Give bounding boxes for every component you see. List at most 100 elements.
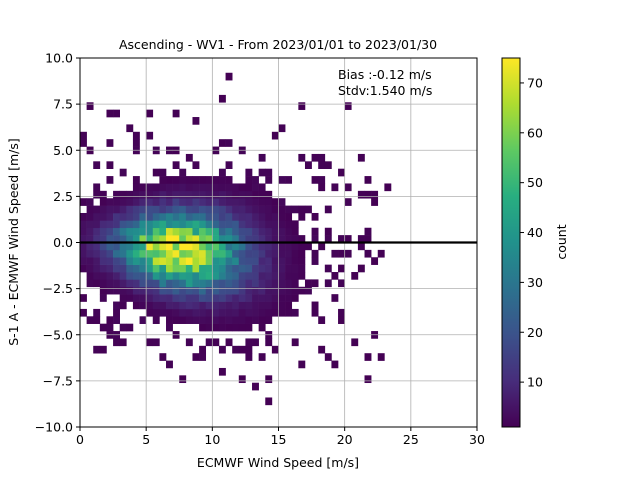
heatmap-cell xyxy=(311,279,319,288)
heatmap-cell xyxy=(364,249,372,258)
heatmap-cell xyxy=(152,227,160,236)
x-axis-ticks: 0 5 10 15 20 25 30 xyxy=(76,427,485,447)
heatmap-cell xyxy=(192,249,200,258)
heatmap-cell xyxy=(252,308,259,317)
heatmap-cell xyxy=(199,176,207,184)
heatmap-cell xyxy=(126,286,134,295)
heatmap-cell xyxy=(205,212,213,221)
heatmap-cell xyxy=(252,198,259,206)
heatmap-cell xyxy=(278,294,286,302)
heatmap-cell xyxy=(265,176,273,184)
heatmap-cell xyxy=(351,272,359,280)
heatmap-cell xyxy=(80,257,87,265)
x-tick-label: 15 xyxy=(271,432,287,447)
heatmap-cell xyxy=(212,257,220,265)
heatmap-cell xyxy=(265,286,273,295)
heatmap-cell xyxy=(99,272,107,280)
heatmap-cell xyxy=(311,212,319,221)
heatmap-cell xyxy=(139,257,147,265)
heatmap-cell xyxy=(93,205,101,214)
heatmap-cell xyxy=(185,249,193,258)
heatmap-cell xyxy=(106,279,114,288)
heatmap-cell xyxy=(185,308,193,317)
heatmap-cell xyxy=(271,257,279,265)
heatmap-cell xyxy=(146,264,154,273)
heatmap-cell xyxy=(159,279,167,288)
heatmap-cell xyxy=(132,139,140,147)
heatmap-cell xyxy=(152,168,160,177)
heatmap-cell xyxy=(199,301,207,310)
heatmap-cell xyxy=(80,308,87,317)
heatmap-cell xyxy=(232,286,240,295)
heatmap-cell xyxy=(152,279,160,288)
heatmap-cell xyxy=(80,235,87,243)
heatmap-cell xyxy=(113,338,120,347)
heatmap-cell xyxy=(265,227,273,236)
heatmap-cell xyxy=(159,176,167,184)
heatmap-cell xyxy=(291,257,299,265)
heatmap-cell xyxy=(172,205,180,214)
heatmap-cell xyxy=(113,190,120,199)
heatmap-cell xyxy=(172,242,180,251)
heatmap-cell xyxy=(185,183,193,192)
heatmap-cell xyxy=(252,294,259,302)
heatmap-cell xyxy=(245,198,253,206)
heatmap-cell xyxy=(258,153,266,162)
heatmap-cell xyxy=(166,316,173,324)
heatmap-cell xyxy=(338,279,345,288)
heatmap-cell xyxy=(357,153,365,162)
heatmap-cell xyxy=(311,301,319,310)
heatmap-cell xyxy=(99,212,107,221)
heatmap-cell xyxy=(146,301,154,310)
heatmap-cell xyxy=(80,131,87,140)
heatmap-cell xyxy=(146,109,154,118)
heatmap-cell xyxy=(159,294,167,302)
heatmap-cell xyxy=(218,242,226,251)
heatmap-cell xyxy=(132,198,140,206)
heatmap-cell xyxy=(291,220,299,229)
heatmap-cell xyxy=(119,338,127,347)
heatmap-cell xyxy=(106,323,114,332)
heatmap-cell xyxy=(271,286,279,295)
heatmap-cell xyxy=(132,183,140,192)
heatmap-cell xyxy=(179,301,187,310)
colorbar-tick-label: 50 xyxy=(527,175,543,190)
heatmap-cell xyxy=(371,198,379,206)
heatmap-cell xyxy=(93,272,101,280)
heatmap-cell xyxy=(152,190,160,199)
heatmap-cell xyxy=(265,190,273,199)
heatmap-cell xyxy=(285,205,293,214)
y-tick-label: 0.0 xyxy=(53,235,73,250)
heatmap-cell xyxy=(132,301,140,310)
heatmap-cell xyxy=(152,264,160,273)
heatmap-cell xyxy=(199,235,207,243)
heatmap-cell xyxy=(225,257,233,265)
heatmap-cell xyxy=(99,286,107,295)
heatmap-cell xyxy=(265,249,273,258)
heatmap-cell xyxy=(258,353,266,361)
heatmap-cell xyxy=(245,272,253,280)
heatmap-cell xyxy=(258,242,266,251)
heatmap-cell xyxy=(245,301,253,310)
heatmap-cell xyxy=(324,205,332,214)
heatmap-cell xyxy=(99,227,107,236)
heatmap-cell xyxy=(126,235,134,243)
heatmap-cell xyxy=(298,235,306,243)
heatmap-cell xyxy=(271,301,279,310)
heatmap-cell xyxy=(113,242,120,251)
heatmap-cell xyxy=(205,257,213,265)
heatmap-cell xyxy=(119,279,127,288)
x-tick-label: 10 xyxy=(204,432,220,447)
heatmap-cell xyxy=(113,316,120,324)
heatmap-cell xyxy=(99,279,107,288)
heatmap-cell xyxy=(245,212,253,221)
heatmap-cell xyxy=(179,176,187,184)
heatmap-cell xyxy=(80,198,87,206)
heatmap-cell xyxy=(199,220,207,229)
heatmap-cell xyxy=(298,249,306,258)
heatmap-cell xyxy=(285,272,293,280)
heatmap-cell xyxy=(245,227,253,236)
heatmap-cell xyxy=(166,183,173,192)
heatmap-cell xyxy=(258,323,266,332)
heatmap-cell xyxy=(119,264,127,273)
